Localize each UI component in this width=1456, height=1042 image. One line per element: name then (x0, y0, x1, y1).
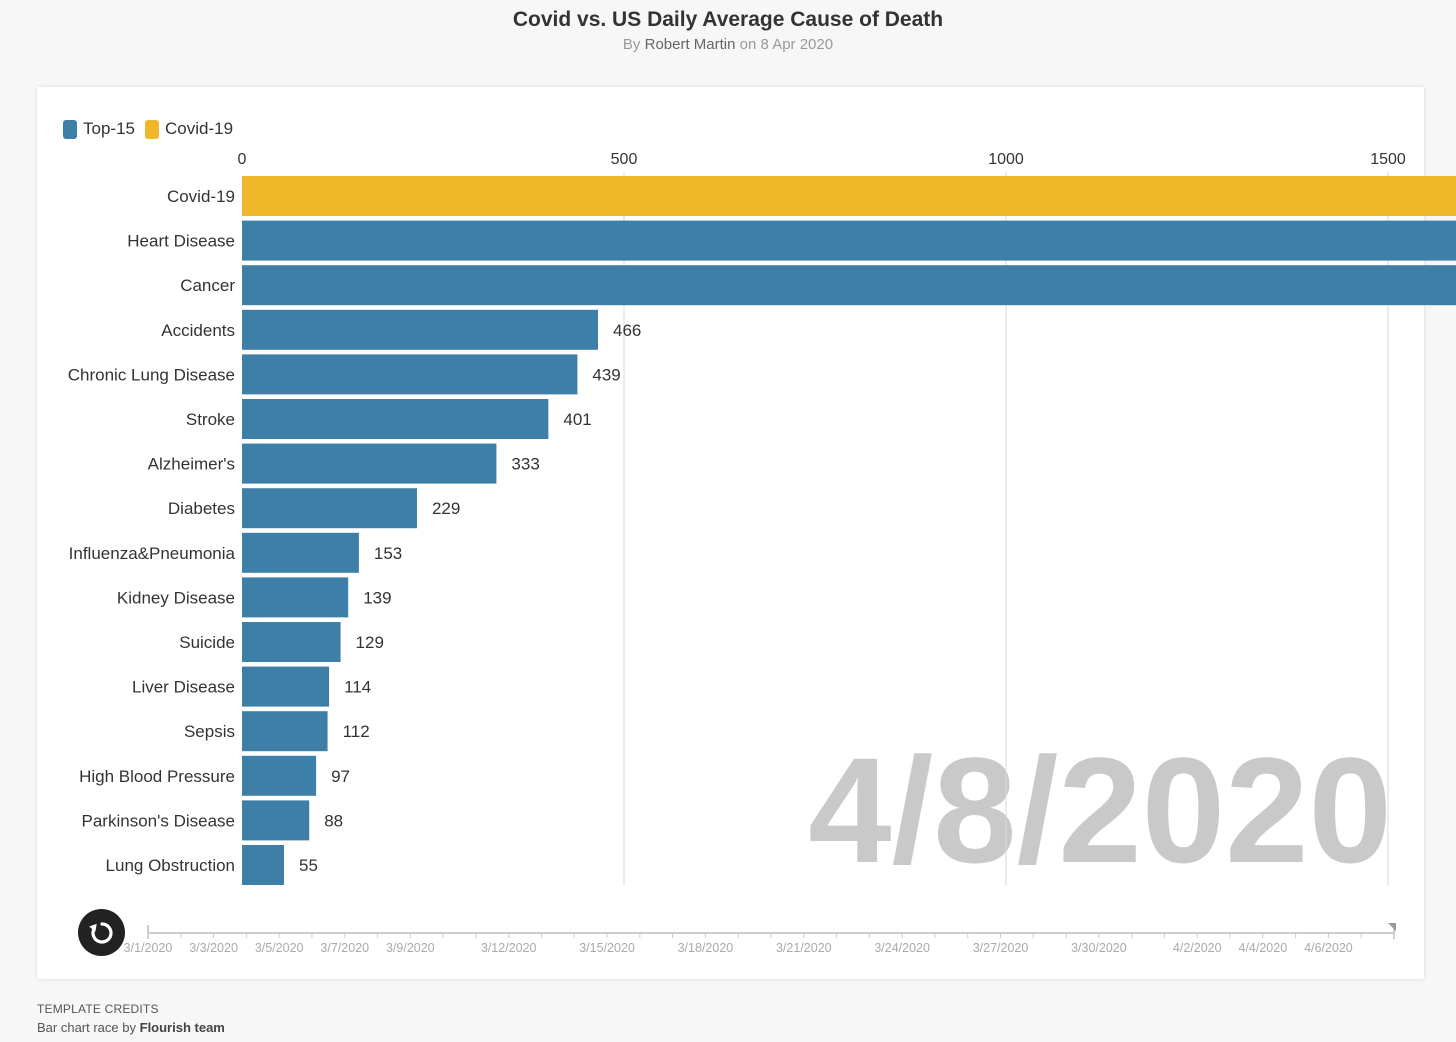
replay-icon (88, 921, 113, 944)
subtitle-by: By (622, 36, 641, 53)
replay-button[interactable] (78, 909, 125, 956)
timeline-label[interactable]: 3/21/2020 (776, 941, 832, 955)
legend-label-top15: Top-15 (83, 119, 135, 138)
category-label-alzheimer-s: Alzheimer's (148, 455, 235, 474)
bar-kidney-disease[interactable] (242, 577, 349, 618)
bar-alzheimer-s[interactable] (242, 443, 497, 484)
x-tick-label-1000: 1000 (988, 151, 1024, 168)
timeline-label[interactable]: 3/15/2020 (579, 941, 635, 955)
category-label-liver-disease: Liver Disease (132, 678, 235, 697)
bar-parkinson-s-disease[interactable] (242, 800, 310, 841)
value-label-sepsis: 112 (343, 722, 370, 741)
category-label-covid-19: Covid-19 (167, 187, 235, 206)
legend-label-covid: Covid-19 (164, 119, 234, 138)
category-label-cancer: Cancer (180, 276, 235, 295)
bar-cancer[interactable] (242, 265, 1456, 306)
timeline-label[interactable]: 4/6/2020 (1304, 941, 1353, 955)
category-label-chronic-lung-disease: Chronic Lung Disease (68, 365, 235, 384)
value-label-suicide: 129 (356, 633, 384, 652)
subtitle-date: on 8 Apr 2020 (739, 36, 834, 53)
credits-line: Bar chart race by Flourish team (37, 1020, 225, 1035)
category-label-parkinson-s-disease: Parkinson's Disease (82, 811, 235, 830)
timeline-label[interactable]: 4/4/2020 (1239, 941, 1288, 955)
value-label-alzheimer-s: 333 (511, 455, 539, 474)
credits-prefix: Bar chart race by (37, 1020, 136, 1035)
chart-title: Covid vs. US Daily Average Cause of Deat… (512, 8, 944, 31)
value-label-lung-obstruction: 55 (299, 856, 318, 875)
x-tick-label-1500: 1500 (1370, 151, 1406, 168)
bar-chronic-lung-disease[interactable] (242, 354, 578, 395)
timeline-label[interactable]: 3/18/2020 (678, 941, 734, 955)
legend-item-covid[interactable]: Covid-19 (144, 119, 234, 139)
category-label-heart-disease: Heart Disease (127, 232, 235, 251)
category-label-high-blood-pressure: High Blood Pressure (79, 767, 235, 786)
value-label-kidney-disease: 139 (363, 588, 391, 607)
chart-subtitle: By Robert Martin on 8 Apr 2020 (0, 36, 1456, 53)
category-label-influenza-pneumonia: Influenza&Pneumonia (69, 544, 236, 563)
legend: Top-15 Covid-19 (63, 118, 243, 140)
category-label-kidney-disease: Kidney Disease (117, 588, 235, 607)
value-label-parkinson-s-disease: 88 (324, 811, 343, 830)
category-label-accidents: Accidents (161, 321, 235, 340)
category-label-sepsis: Sepsis (184, 722, 235, 741)
bar-covid-19[interactable] (242, 176, 1456, 216)
bar-high-blood-pressure[interactable] (242, 755, 317, 796)
category-label-lung-obstruction: Lung Obstruction (106, 856, 235, 875)
bar-lung-obstruction[interactable] (242, 845, 285, 885)
timeline-handle[interactable] (1388, 923, 1396, 931)
category-label-diabetes: Diabetes (168, 499, 235, 518)
credits-team-link[interactable]: Flourish team (139, 1020, 225, 1035)
bar-sepsis[interactable] (242, 711, 328, 752)
timeline-label[interactable]: 3/12/2020 (481, 941, 537, 955)
timeline-label[interactable]: 3/1/2020 (124, 941, 173, 955)
category-label-stroke: Stroke (186, 410, 235, 429)
timeline-label[interactable]: 4/2/2020 (1173, 941, 1222, 955)
legend-item-top15[interactable]: Top-15 (63, 119, 135, 139)
legend-swatch-top15 (63, 119, 77, 139)
bar-influenza-pneumonia[interactable] (242, 532, 359, 573)
value-label-high-blood-pressure: 97 (331, 767, 350, 786)
bar-stroke[interactable] (242, 399, 549, 439)
value-label-chronic-lung-disease: 439 (592, 365, 620, 384)
timeline-label[interactable]: 3/9/2020 (386, 941, 435, 955)
subtitle-author[interactable]: Robert Martin (644, 36, 736, 53)
x-tick-label-0: 0 (238, 151, 247, 168)
category-label-suicide: Suicide (179, 633, 235, 652)
timeline-label[interactable]: 3/30/2020 (1071, 941, 1127, 955)
bar-accidents[interactable] (242, 309, 599, 350)
bar-liver-disease[interactable] (242, 666, 330, 707)
bar-diabetes[interactable] (242, 488, 417, 529)
timeline-label[interactable]: 3/27/2020 (973, 941, 1029, 955)
value-label-stroke: 401 (563, 410, 591, 429)
current-date-watermark: 4/8/2020 (808, 726, 1392, 894)
credits-heading: TEMPLATE CREDITS (37, 1002, 159, 1016)
value-label-diabetes: 229 (432, 499, 460, 518)
timeline-label[interactable]: 3/7/2020 (320, 941, 369, 955)
value-label-liver-disease: 114 (344, 678, 371, 697)
timeline-label[interactable]: 3/5/2020 (255, 941, 304, 955)
bar-suicide[interactable] (242, 622, 341, 662)
value-label-influenza-pneumonia: 153 (374, 544, 402, 563)
timeline-label[interactable]: 3/3/2020 (189, 941, 238, 955)
legend-swatch-covid (144, 119, 159, 139)
value-label-accidents: 466 (613, 321, 641, 340)
timeline-label[interactable]: 3/24/2020 (874, 941, 930, 955)
bar-heart-disease[interactable] (242, 220, 1456, 261)
x-tick-label-500: 500 (611, 151, 638, 168)
